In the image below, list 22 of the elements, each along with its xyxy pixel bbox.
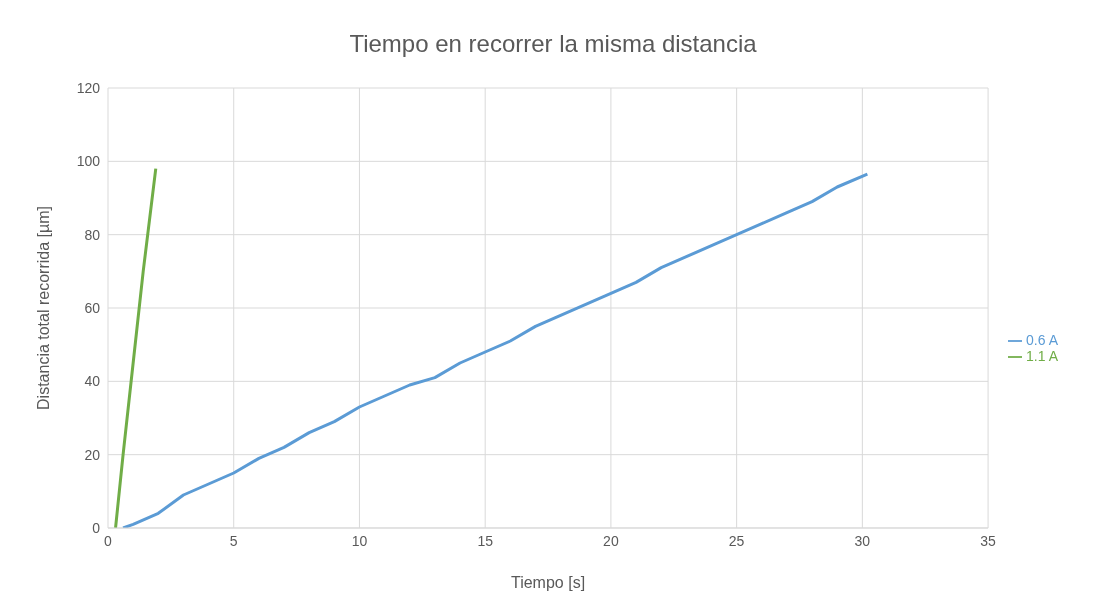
line-series: [121, 172, 869, 528]
y-tick-label: 20: [84, 446, 101, 463]
y-tick-label: 60: [84, 299, 101, 316]
x-tick-label: 0: [104, 532, 113, 549]
x-tick-label: 25: [728, 532, 745, 549]
chart-title: Tiempo en recorrer la misma distancia: [348, 29, 758, 59]
x-tick-label: 10: [351, 532, 368, 549]
x-axis-title: Tiempo [s]: [510, 574, 586, 591]
y-tick-label: 80: [84, 226, 101, 243]
legend-label: 0.6 A: [1026, 331, 1058, 348]
y-tick-label: 100: [76, 153, 101, 170]
y-tick-label: 120: [76, 79, 101, 96]
x-tick-label: 35: [980, 532, 997, 549]
y-tick-label: 40: [84, 373, 101, 390]
y-axis-title: Distancia total recorrida [µm]: [34, 206, 52, 410]
x-tick-label: 15: [477, 532, 494, 549]
line-series: [114, 167, 158, 528]
x-tick-label: 5: [229, 532, 238, 549]
legend-label: 1.1 A: [1026, 348, 1058, 364]
x-tick-label: 30: [854, 532, 871, 549]
x-tick-label: 20: [603, 532, 619, 549]
y-tick-label: 0: [92, 519, 101, 536]
